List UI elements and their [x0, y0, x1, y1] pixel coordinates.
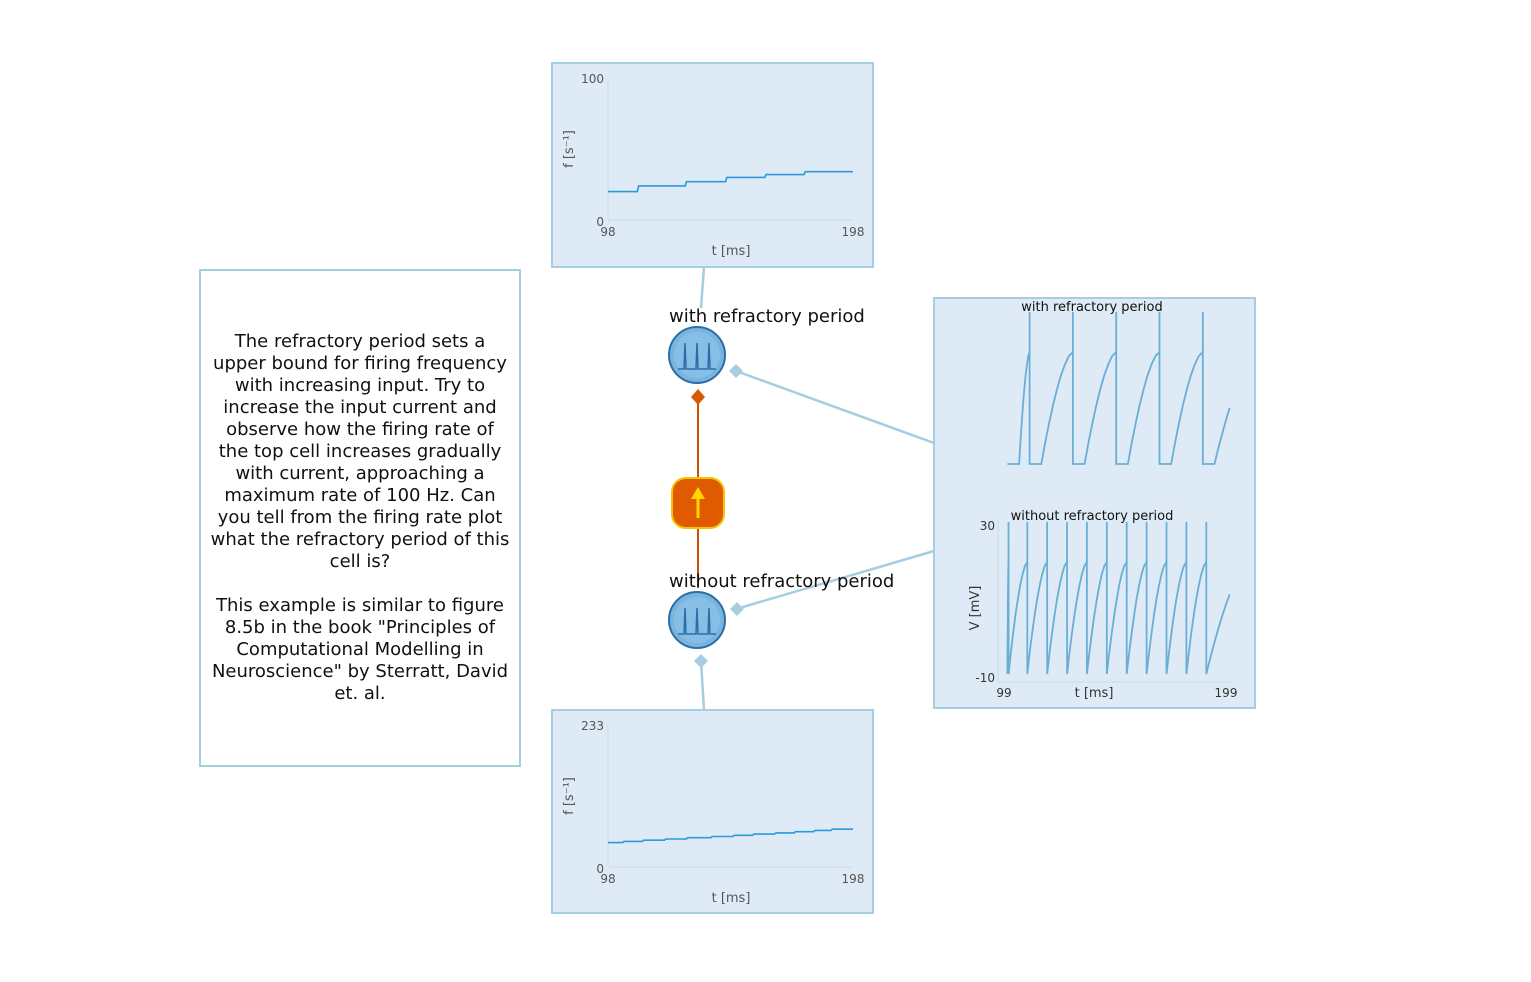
spike-train-icon — [678, 342, 716, 370]
description-note: The refractory period sets a upper bound… — [199, 269, 521, 767]
y-axis-label-voltage: V [mV] — [968, 586, 983, 631]
description-paragraph-1: The refractory period sets a upper bound… — [210, 331, 510, 572]
voltage-plot[interactable]: with refractory period without refractor… — [933, 297, 1256, 709]
x-axis-label-top-rate: t [ms] — [712, 244, 751, 259]
voltage-series-label-with: with refractory period — [1021, 300, 1162, 315]
connection-line-top-voltage — [735, 369, 935, 445]
y-tick-bottom-rate-max: 233 — [581, 719, 604, 733]
connector-diamond-icon — [730, 602, 744, 616]
y-tick-bottom-rate-min: 0 — [596, 862, 604, 876]
x-tick-bottom-rate-max: 198 — [842, 872, 865, 886]
connector-diamond-icon — [729, 364, 743, 378]
x-tick-bottom-rate-min: 98 — [600, 872, 615, 886]
neuron-with-refractory[interactable] — [668, 326, 726, 384]
neuron-without-refractory[interactable] — [668, 591, 726, 649]
x-tick-top-rate-max: 198 — [842, 225, 865, 239]
rate-trace-bottom — [608, 828, 853, 844]
voltage-series-label-without: without refractory period — [1011, 509, 1174, 524]
y-tick-voltage-min: -10 — [975, 671, 995, 685]
rate-trace-top — [608, 170, 853, 193]
rate-plot-top[interactable]: 100 0 98 198 t [ms] f [s⁻¹] — [551, 62, 874, 268]
connection-line-bottom-rate — [699, 660, 706, 711]
x-axis-label-bottom-rate: t [ms] — [712, 891, 751, 906]
x-axis-label-voltage: t [ms] — [1075, 686, 1114, 701]
y-axis-label-bottom-rate: f [s⁻¹] — [562, 777, 577, 815]
x-tick-top-rate-min: 98 — [600, 225, 615, 239]
neuron-bottom-label: without refractory period — [669, 571, 894, 592]
rate-plot-bottom[interactable]: 233 0 98 198 t [ms] f [s⁻¹] — [551, 709, 874, 914]
x-tick-voltage-max: 199 — [1215, 686, 1238, 700]
current-edge-diamond-icon — [691, 389, 705, 405]
up-arrow-icon — [691, 487, 705, 518]
y-tick-voltage-max: 30 — [980, 519, 995, 533]
current-source[interactable] — [671, 477, 725, 529]
voltage-trace-with-refractory — [1007, 312, 1231, 465]
connector-diamond-icon — [694, 654, 708, 668]
neuron-top-label: with refractory period — [669, 306, 865, 327]
voltage-trace-without-refractory — [1006, 521, 1231, 675]
connection-line-top-rate — [699, 266, 706, 309]
spike-train-icon — [678, 607, 716, 635]
y-tick-top-rate-min: 0 — [596, 215, 604, 229]
y-axis-label-top-rate: f [s⁻¹] — [562, 130, 577, 168]
x-tick-voltage-min: 99 — [996, 686, 1011, 700]
connection-line-bottom-voltage — [735, 549, 935, 611]
description-paragraph-2: This example is similar to figure 8.5b i… — [211, 595, 509, 704]
y-tick-top-rate-max: 100 — [581, 72, 604, 86]
